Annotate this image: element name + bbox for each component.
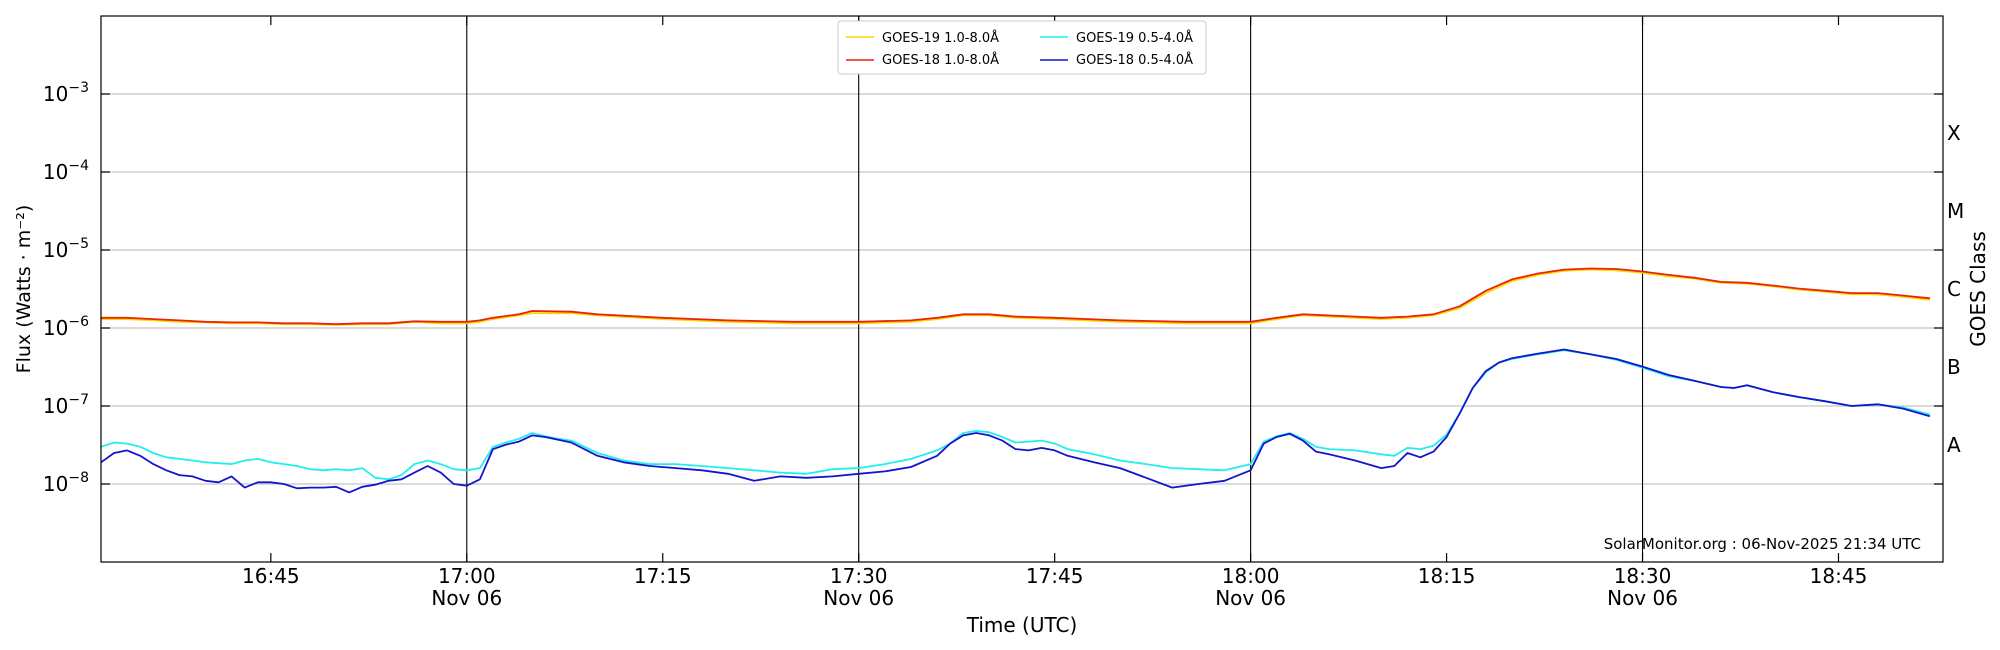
x-tick-label-6: 18:15 — [1418, 564, 1476, 588]
x-tick-label-4: 17:45 — [1026, 564, 1084, 588]
source-annotation: SolarMonitor.org : 06-Nov-2025 21:34 UTC — [1604, 535, 1921, 553]
goes-class-labels: A B C M X — [1947, 121, 1964, 457]
goes-class-M: M — [1947, 199, 1964, 223]
x-tick-sublabel-5: Nov 06 — [1215, 586, 1286, 610]
y-tick-label-4: 10−4 — [43, 158, 89, 184]
goes-class-C: C — [1947, 277, 1961, 301]
legend-label-3: GOES-18 0.5-4.0Å — [1076, 52, 1193, 68]
y-tick-label-2: 10−6 — [43, 314, 89, 340]
x-tick-label-2: 17:15 — [634, 564, 692, 588]
day-markers — [466, 16, 1644, 562]
series-line-2 — [101, 349, 1931, 481]
x-tick-label-0: 16:45 — [242, 564, 300, 588]
x-axis-label: Time (UTC) — [966, 613, 1078, 637]
x-tick-sublabel-1: Nov 06 — [431, 586, 502, 610]
x-tick-label-7: 18:30 — [1614, 564, 1672, 588]
x-tick-label-1: 17:00 — [438, 564, 496, 588]
y-axis-ticks: 10−8 10−7 10−6 10−5 10−4 10−3 — [43, 80, 1943, 496]
series-line-3 — [101, 348, 1931, 494]
y-tick-label-1: 10−7 — [43, 392, 89, 418]
legend-label-2: GOES-19 0.5-4.0Å — [1076, 30, 1193, 46]
series-lines — [101, 267, 1931, 494]
plot-frame — [100, 15, 1944, 563]
legend-box — [837, 20, 1207, 75]
x-tick-sublabel-7: Nov 06 — [1607, 586, 1678, 610]
y-tick-label-3: 10−5 — [43, 236, 89, 262]
gridlines — [101, 93, 1943, 485]
y-axis-label: Flux (Watts · m⁻²) — [13, 205, 35, 374]
legend: GOES-19 1.0-8.0Å GOES-18 1.0-8.0Å GOES-1… — [837, 20, 1207, 75]
right-axis-label: GOES Class — [1966, 231, 1990, 347]
legend-label-0: GOES-19 1.0-8.0Å — [882, 30, 999, 46]
series-line-1 — [101, 267, 1930, 326]
y-tick-label-5: 10−3 — [43, 80, 89, 106]
goes-class-B: B — [1947, 355, 1961, 379]
x-tick-sublabel-3: Nov 06 — [823, 586, 894, 610]
legend-label-1: GOES-18 1.0-8.0Å — [882, 52, 999, 68]
y-tick-label-0: 10−8 — [43, 470, 89, 496]
x-tick-label-8: 18:45 — [1810, 564, 1868, 588]
goes-class-A: A — [1947, 433, 1961, 457]
x-tick-label-5: 18:00 — [1222, 564, 1280, 588]
x-tick-label-3: 17:30 — [830, 564, 888, 588]
goes-class-X: X — [1947, 121, 1961, 145]
